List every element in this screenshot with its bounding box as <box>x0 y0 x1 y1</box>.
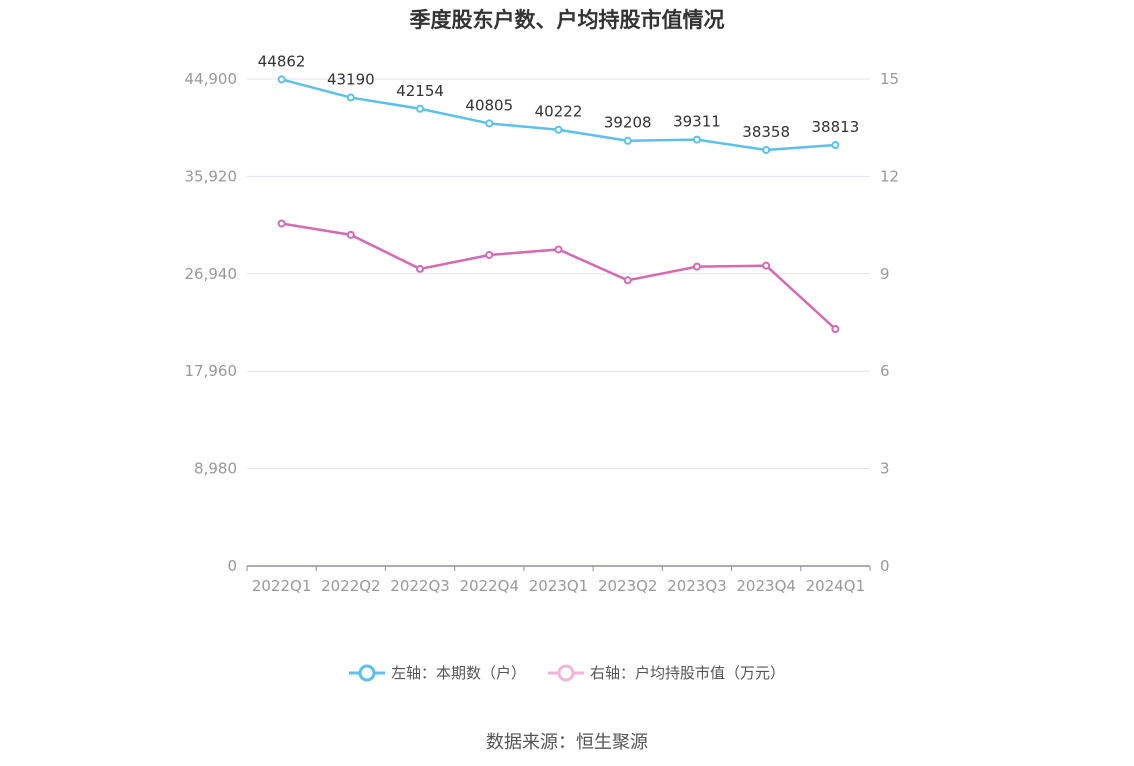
legend-line-circle-icon <box>548 664 584 681</box>
left-axis-tick-label: 44,900 <box>185 70 238 88</box>
data-point <box>346 93 355 102</box>
right-axis-tick-label: 15 <box>880 70 899 88</box>
data-label: 39208 <box>604 114 652 132</box>
series-line <box>281 222 837 330</box>
x-axis-tick-label: 2023Q1 <box>529 577 589 595</box>
data-label: 40222 <box>535 103 583 121</box>
left-axis-tick-label: 26,940 <box>185 265 238 283</box>
data-source: 数据来源：恒生聚源 <box>486 732 648 753</box>
data-point <box>416 264 425 273</box>
legend-item-holders[interactable]: 左轴：本期数（户） <box>348 662 526 683</box>
chart-title: 季度股东户数、户均持股市值情况 <box>409 8 725 32</box>
data-label: 39311 <box>673 113 721 131</box>
right-axis-tick-label: 3 <box>880 460 890 478</box>
right-axis-tick-label: 12 <box>880 167 899 185</box>
chart-legend: 左轴：本期数（户） 右轴：户均持股市值（万元） <box>0 662 1134 683</box>
x-axis-tick-label: 2022Q4 <box>460 577 520 595</box>
data-point <box>277 75 286 84</box>
x-axis-tick-label: 2022Q1 <box>252 577 312 595</box>
left-axis-tick-label: 35,920 <box>185 167 238 185</box>
left-axis-tick-label: 0 <box>227 557 237 575</box>
data-point <box>623 276 632 285</box>
x-axis-tick-label: 2024Q1 <box>806 577 866 595</box>
x-axis-tick-label: 2023Q2 <box>598 577 658 595</box>
data-label: 43190 <box>327 71 375 89</box>
data-point <box>554 125 563 134</box>
legend-label: 左轴：本期数（户） <box>390 664 526 682</box>
data-point <box>623 136 632 145</box>
right-axis-tick-label: 0 <box>880 557 890 575</box>
data-label: 44862 <box>258 52 306 70</box>
right-axis-tick-label: 6 <box>880 362 890 380</box>
data-label: 38358 <box>742 123 790 141</box>
data-point <box>692 135 701 144</box>
data-point <box>416 104 425 113</box>
x-axis-tick-label: 2022Q2 <box>321 577 381 595</box>
x-axis-tick-label: 2023Q3 <box>667 577 727 595</box>
data-point <box>554 245 563 254</box>
data-point <box>277 219 286 228</box>
legend-label: 右轴：户均持股市值（万元） <box>590 664 786 682</box>
data-label: 42154 <box>396 82 444 100</box>
legend-item-avg-value[interactable]: 右轴：户均持股市值（万元） <box>548 662 785 683</box>
data-label: 40805 <box>465 96 513 114</box>
data-point <box>346 230 355 239</box>
x-axis-tick-label: 2023Q4 <box>736 577 796 595</box>
data-label: 38813 <box>812 118 860 136</box>
right-axis-tick-label: 9 <box>880 265 890 283</box>
legend-line-circle-icon <box>348 664 385 681</box>
data-point <box>831 141 840 150</box>
data-point <box>485 119 494 128</box>
data-point <box>762 145 771 154</box>
data-point <box>692 262 701 271</box>
left-axis-tick-label: 8,980 <box>194 460 237 478</box>
data-point <box>831 324 840 333</box>
left-axis-tick-label: 17,960 <box>185 362 238 380</box>
data-point <box>762 261 771 270</box>
data-point <box>485 250 494 259</box>
x-axis-tick-label: 2022Q3 <box>390 577 450 595</box>
